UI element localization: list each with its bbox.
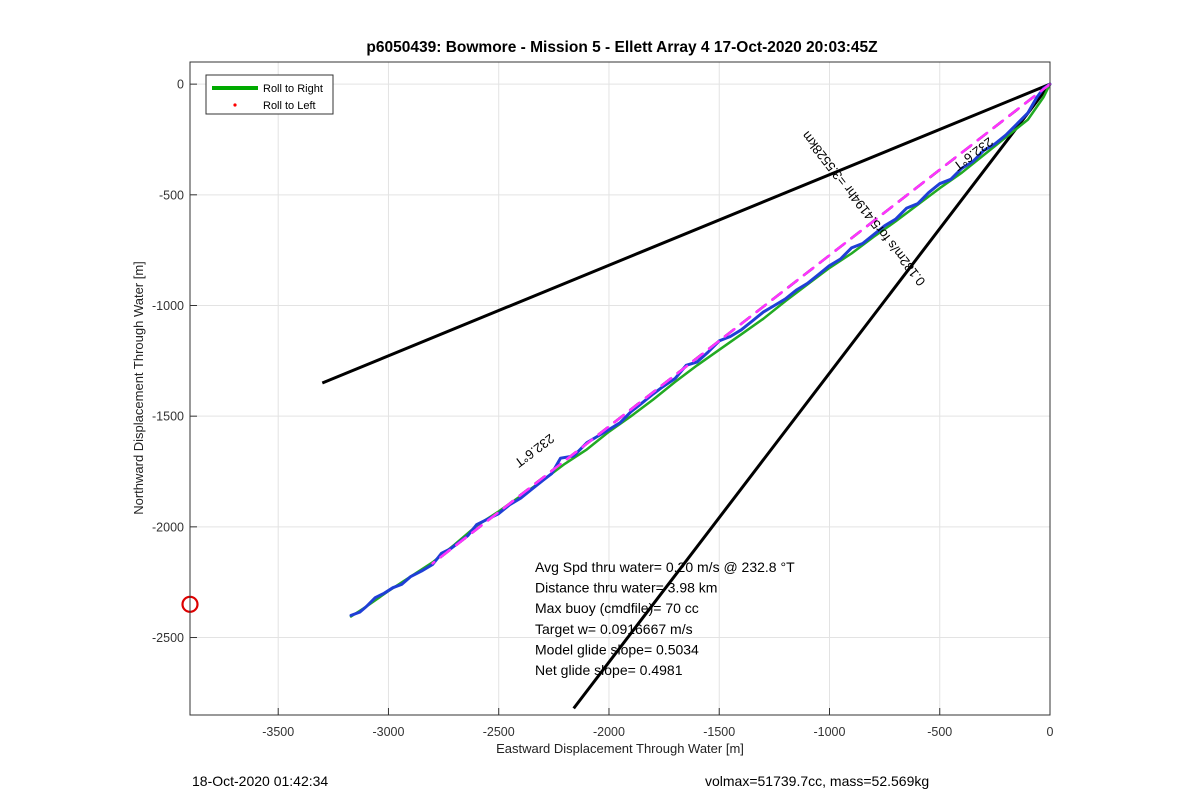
x-axis-label: Eastward Displacement Through Water [m] xyxy=(496,741,744,756)
stats-line: Avg Spd thru water= 0.20 m/s @ 232.8 °T xyxy=(535,559,795,575)
legend-swatch-dot xyxy=(233,103,237,107)
y-tick-label: -500 xyxy=(159,188,184,202)
x-tick-label: -1500 xyxy=(703,725,735,739)
series-layer xyxy=(349,82,1052,618)
series-line-3 xyxy=(431,82,1052,565)
axes xyxy=(189,61,1051,716)
y-tick-label: -1000 xyxy=(152,299,184,313)
x-tick-label: -3500 xyxy=(262,725,294,739)
legend-box xyxy=(205,74,334,115)
footer-vol-mass: volmax=51739.7cc, mass=52.569kg xyxy=(705,773,930,789)
reference-line-1 xyxy=(321,82,1051,385)
x-tick-label: 0 xyxy=(1047,725,1054,739)
series-line-2 xyxy=(349,82,1052,617)
axes-box xyxy=(189,61,1051,716)
stats-line: Max buoy (cmdfile)= 70 cc xyxy=(535,600,699,616)
y-tick-label: -2500 xyxy=(152,631,184,645)
tick-labels: -3500 -3000 -2500 -2000 -1500 -1000 -500 0 0 -500… xyxy=(152,78,1054,739)
x-tick-label: -3000 xyxy=(372,725,404,739)
x-tick-label: -2000 xyxy=(593,725,625,739)
stats-line: Model glide slope= 0.5034 xyxy=(535,641,699,657)
stats-line: Target w= 0.0916667 m/s xyxy=(535,621,693,637)
grid xyxy=(190,62,1051,715)
y-tick-label: -2000 xyxy=(152,520,184,534)
y-tick-label: -1500 xyxy=(152,410,184,424)
stats-text: Avg Spd thru water= 0.20 m/s @ 232.8 °T D… xyxy=(535,559,795,678)
y-axis-label: Northward Displacement Through Water [m] xyxy=(131,261,146,515)
plot-area xyxy=(190,62,1050,715)
x-tick-label: -500 xyxy=(927,725,952,739)
legend-label: Roll to Right xyxy=(263,83,323,95)
stats-line: Net glide slope= 0.4981 xyxy=(535,662,683,678)
legend: Roll to Right Roll to Left xyxy=(205,74,334,115)
reference-line-2 xyxy=(572,83,1052,710)
legend-label: Roll to Left xyxy=(263,100,316,112)
chart-title: p6050439: Bowmore - Mission 5 - Ellett A… xyxy=(366,39,878,56)
footer-timestamp: 18-Oct-2020 01:42:34 xyxy=(192,773,329,789)
x-tick-label: -1000 xyxy=(813,725,845,739)
stats-line: Distance thru water= 3.98 km xyxy=(535,580,717,596)
y-tick-label: 0 xyxy=(177,78,184,92)
x-tick-label: -2500 xyxy=(483,725,515,739)
